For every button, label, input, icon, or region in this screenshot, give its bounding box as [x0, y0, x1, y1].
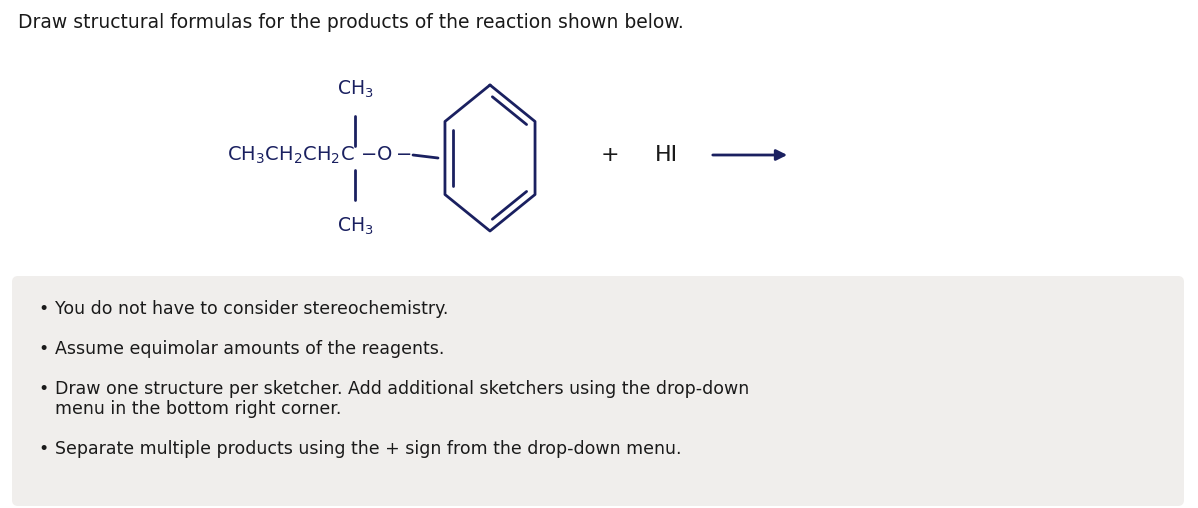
Text: •: •	[38, 340, 48, 358]
Text: menu in the bottom right corner.: menu in the bottom right corner.	[55, 400, 341, 418]
Text: You do not have to consider stereochemistry.: You do not have to consider stereochemis…	[55, 300, 448, 318]
Text: •: •	[38, 440, 48, 458]
Text: $\mathregular{-O-}$: $\mathregular{-O-}$	[361, 145, 412, 165]
Text: •: •	[38, 300, 48, 318]
Text: $\mathregular{CH_3}$: $\mathregular{CH_3}$	[337, 216, 374, 237]
FancyBboxPatch shape	[12, 276, 1184, 506]
Text: Draw one structure per sketcher. Add additional sketchers using the drop-down: Draw one structure per sketcher. Add add…	[55, 380, 749, 398]
Text: •: •	[38, 380, 48, 398]
Text: $\mathregular{CH_3}$: $\mathregular{CH_3}$	[337, 79, 374, 100]
Text: HI: HI	[655, 145, 678, 165]
Text: Draw structural formulas for the products of the reaction shown below.: Draw structural formulas for the product…	[18, 13, 684, 32]
Text: Assume equimolar amounts of the reagents.: Assume equimolar amounts of the reagents…	[55, 340, 444, 358]
Text: Separate multiple products using the + sign from the drop-down menu.: Separate multiple products using the + s…	[55, 440, 682, 458]
Text: $\mathregular{CH_3CH_2CH_2C}$: $\mathregular{CH_3CH_2CH_2C}$	[228, 144, 355, 166]
Text: +: +	[600, 145, 619, 165]
